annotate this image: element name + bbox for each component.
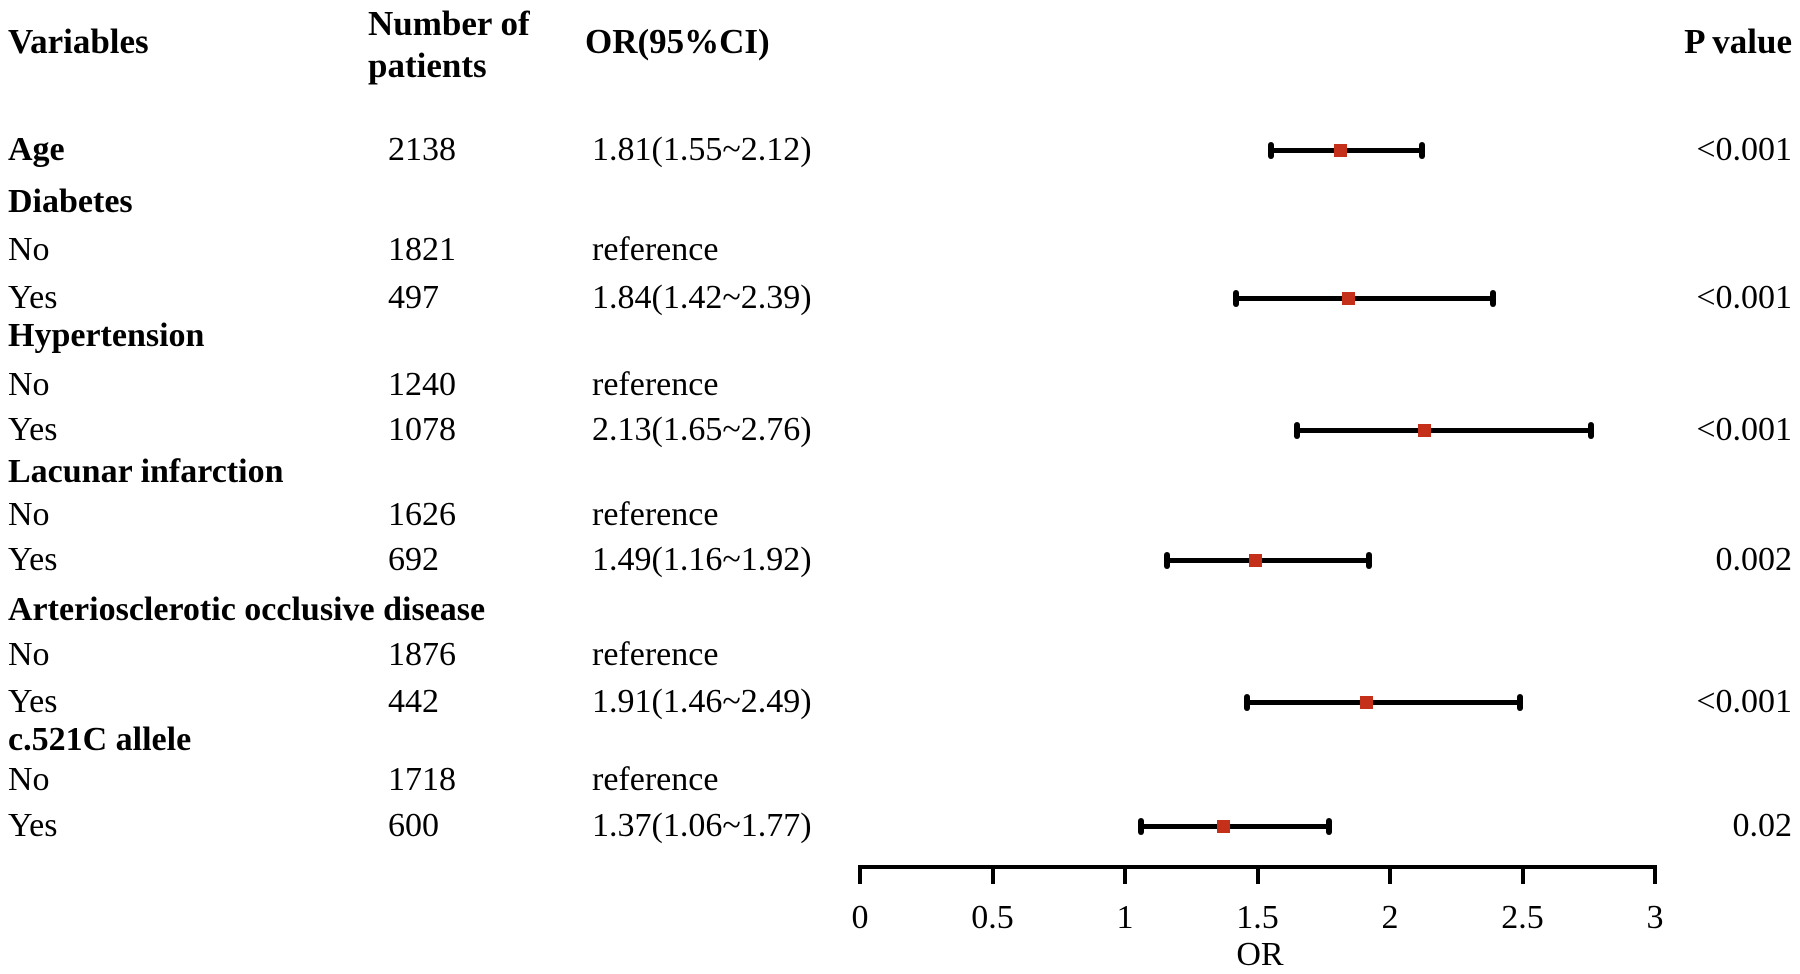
row-or-ci: 1.49(1.16~1.92) xyxy=(592,541,812,578)
row-label: Diabetes xyxy=(8,183,133,220)
ci-line xyxy=(1140,824,1330,829)
row-label: Age xyxy=(8,131,65,168)
ci-line xyxy=(1297,428,1592,433)
row-or-ci: reference xyxy=(592,496,719,533)
ci-cap-left xyxy=(1243,694,1250,711)
row-label: Yes xyxy=(8,279,58,316)
x-axis-tick xyxy=(858,865,862,884)
or-marker xyxy=(1333,144,1347,157)
ci-cap-left xyxy=(1164,552,1171,569)
column-header-or-ci: OR(95%CI) xyxy=(585,22,770,61)
ci-line xyxy=(1246,700,1520,705)
ci-cap-right xyxy=(1365,552,1372,569)
ci-cap-right xyxy=(1490,290,1497,307)
or-marker xyxy=(1217,820,1231,833)
x-axis-tick-label: 1.5 xyxy=(1236,899,1279,936)
row-or-ci: 1.84(1.42~2.39) xyxy=(592,279,812,316)
row-number-of-patients: 1876 xyxy=(388,636,456,673)
row-label: Yes xyxy=(8,807,58,844)
x-axis-tick-label: 0 xyxy=(851,899,869,936)
row-label: Yes xyxy=(8,411,58,448)
ci-line xyxy=(1167,558,1369,563)
row-number-of-patients: 497 xyxy=(388,279,439,316)
row-number-of-patients: 1240 xyxy=(388,366,456,403)
ci-cap-right xyxy=(1326,818,1333,835)
ci-line xyxy=(1236,296,1494,301)
row-number-of-patients: 1718 xyxy=(388,761,456,798)
row-label: No xyxy=(8,636,50,673)
row-p-value: <0.001 xyxy=(1696,279,1792,316)
row-label: No xyxy=(8,496,50,533)
row-or-ci: 1.37(1.06~1.77) xyxy=(592,807,812,844)
row-number-of-patients: 442 xyxy=(388,683,439,720)
x-axis-tick-label: 0.5 xyxy=(971,899,1014,936)
x-axis-title: OR xyxy=(1236,936,1284,973)
row-or-ci: reference xyxy=(592,761,719,798)
row-number-of-patients: 1078 xyxy=(388,411,456,448)
or-marker xyxy=(1341,292,1355,305)
row-label: No xyxy=(8,366,50,403)
row-or-ci: 1.81(1.55~2.12) xyxy=(592,131,812,168)
row-or-ci: 1.91(1.46~2.49) xyxy=(592,683,812,720)
or-marker xyxy=(1418,424,1432,437)
row-label: Lacunar infarction xyxy=(8,453,284,490)
x-axis-tick-label: 2 xyxy=(1381,899,1399,936)
row-label: Hypertension xyxy=(8,317,205,354)
row-p-value: 0.02 xyxy=(1732,807,1793,844)
ci-cap-left xyxy=(1233,290,1240,307)
row-number-of-patients: 692 xyxy=(388,541,439,578)
row-number-of-patients: 1626 xyxy=(388,496,456,533)
row-or-ci: reference xyxy=(592,366,719,403)
x-axis-tick xyxy=(1123,865,1127,884)
row-p-value: 0.002 xyxy=(1715,541,1793,578)
row-label: No xyxy=(8,231,50,268)
row-label: Arteriosclerotic occlusive disease xyxy=(8,591,486,628)
row-label: Yes xyxy=(8,683,58,720)
x-axis-tick xyxy=(1255,865,1260,884)
row-p-value: <0.001 xyxy=(1696,411,1792,448)
ci-cap-right xyxy=(1418,142,1425,159)
x-axis-tick-label: 1 xyxy=(1116,899,1134,936)
ci-cap-right xyxy=(1588,422,1595,439)
row-p-value: <0.001 xyxy=(1696,131,1792,168)
row-or-ci: 2.13(1.65~2.76) xyxy=(592,411,812,448)
column-header-variables: Variables xyxy=(8,22,149,61)
x-axis-tick xyxy=(1520,865,1525,884)
row-number-of-patients: 2138 xyxy=(388,131,456,168)
x-axis-tick-label: 3 xyxy=(1646,899,1664,936)
x-axis-tick xyxy=(990,865,995,884)
ci-cap-left xyxy=(1137,818,1144,835)
row-number-of-patients: 1821 xyxy=(388,231,456,268)
ci-cap-left xyxy=(1267,142,1274,159)
row-label: No xyxy=(8,761,50,798)
column-header-number-of-patients-line1: Number of xyxy=(368,4,530,43)
ci-cap-right xyxy=(1516,694,1523,711)
row-number-of-patients: 600 xyxy=(388,807,439,844)
x-axis-tick xyxy=(1653,865,1657,884)
row-label: Yes xyxy=(8,541,58,578)
row-p-value: <0.001 xyxy=(1696,683,1792,720)
ci-cap-left xyxy=(1294,422,1301,439)
row-or-ci: reference xyxy=(592,636,719,673)
or-marker xyxy=(1360,696,1374,709)
row-label: c.521C allele xyxy=(8,721,192,758)
x-axis-tick xyxy=(1388,865,1392,884)
row-or-ci: reference xyxy=(592,231,719,268)
column-header-number-of-patients-line2: patients xyxy=(368,46,487,85)
column-header-p-value: P value xyxy=(1684,22,1792,61)
x-axis-tick-label: 2.5 xyxy=(1501,899,1544,936)
or-marker xyxy=(1248,554,1262,567)
